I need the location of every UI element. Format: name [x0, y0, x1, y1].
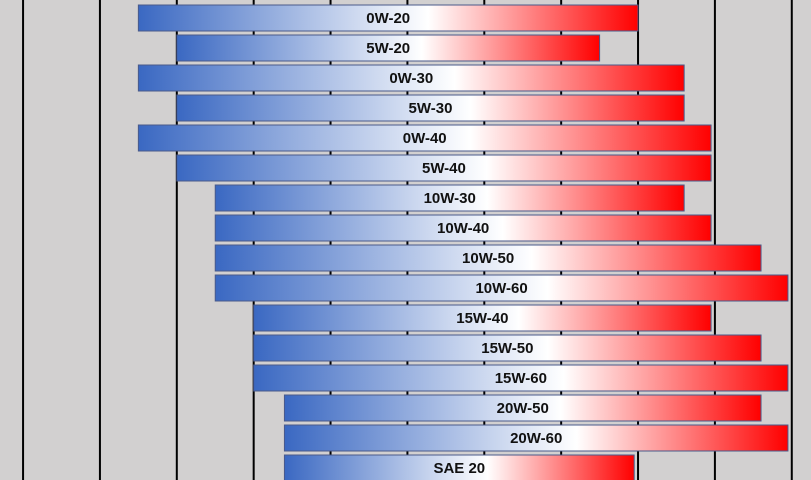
bar	[137, 124, 712, 152]
bar-label: 10W-60	[475, 280, 527, 297]
bar-label: 20W-50	[497, 400, 549, 417]
bar	[214, 184, 685, 212]
bar	[176, 94, 685, 122]
bar-label: 10W-50	[462, 250, 514, 267]
bar-label: 15W-50	[481, 340, 533, 357]
bar	[253, 304, 712, 332]
bar	[137, 4, 639, 32]
bar	[176, 154, 712, 182]
bar	[214, 274, 789, 302]
bar-label: 10W-40	[437, 220, 489, 237]
bar	[283, 454, 635, 480]
bar	[214, 214, 712, 242]
bar-label: 0W-40	[403, 130, 447, 147]
bar	[253, 364, 789, 392]
bar	[283, 424, 789, 452]
bar	[253, 334, 762, 362]
bar-label: 5W-30	[409, 100, 453, 117]
bar	[283, 394, 762, 422]
bar-label: 0W-30	[389, 70, 433, 87]
bar-label: 15W-40	[456, 310, 508, 327]
bar	[214, 244, 762, 272]
bar-label: 5W-40	[422, 160, 466, 177]
bar-label: 20W-60	[510, 430, 562, 447]
bar-label: 0W-20	[366, 10, 410, 27]
bar	[137, 64, 685, 92]
bar-label: 5W-20	[366, 40, 410, 57]
bar-label: 15W-60	[495, 370, 547, 387]
bar-label: SAE 20	[433, 460, 485, 477]
bar-label: 10W-30	[424, 190, 476, 207]
bar	[176, 34, 601, 62]
